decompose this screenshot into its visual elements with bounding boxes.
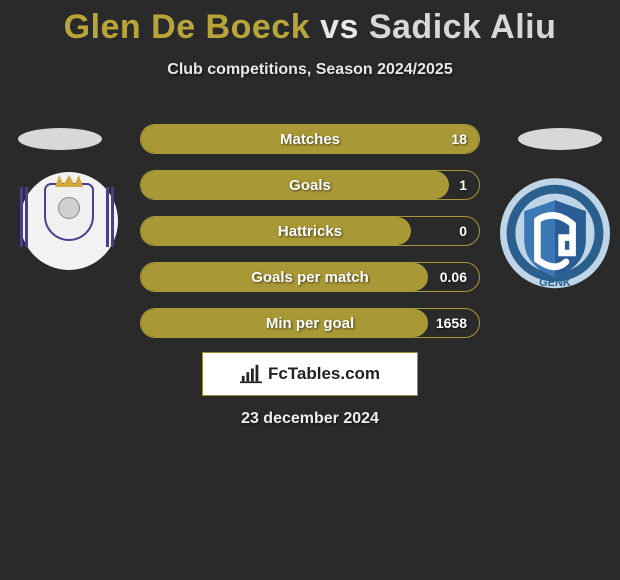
brand-text: FcTables.com (268, 364, 380, 384)
stat-value: 1 (459, 177, 467, 193)
stat-bar: Goals per match0.06 (140, 262, 480, 292)
club-badge-left (20, 172, 118, 270)
genk-text: GENK (539, 277, 571, 289)
player1-name: Glen De Boeck (64, 8, 310, 46)
club-badge-right: GENK (500, 178, 610, 288)
stats-bars: Matches18 Goals1 Hattricks0 Goals per match… (140, 124, 480, 354)
stat-label: Goals per match (141, 269, 479, 286)
player2-name: Sadick Aliu (369, 8, 557, 46)
stat-label: Min per goal (141, 315, 479, 332)
anderlecht-crest (34, 183, 104, 259)
stat-bar: Goals1 (140, 170, 480, 200)
date-text: 23 december 2024 (0, 410, 620, 428)
stat-value: 0.06 (440, 269, 467, 285)
decorative-oval-right (518, 128, 602, 150)
brand-box: FcTables.com (202, 352, 418, 396)
bar-chart-icon (240, 363, 262, 385)
stat-value: 18 (451, 131, 467, 147)
subtitle: Club competitions, Season 2024/2025 (0, 61, 620, 79)
page-title: Glen De Boeck vs Sadick Aliu (0, 0, 620, 47)
stat-label: Matches (141, 131, 479, 148)
stat-bar: Min per goal1658 (140, 308, 480, 338)
stat-value: 0 (459, 223, 467, 239)
stat-bar: Hattricks0 (140, 216, 480, 246)
genk-crest: GENK (500, 176, 610, 290)
vs-text: vs (320, 8, 359, 46)
decorative-oval-left (18, 128, 102, 150)
stat-label: Hattricks (141, 223, 479, 240)
stat-label: Goals (141, 177, 479, 194)
stat-bar: Matches18 (140, 124, 480, 154)
stat-value: 1658 (436, 315, 467, 331)
